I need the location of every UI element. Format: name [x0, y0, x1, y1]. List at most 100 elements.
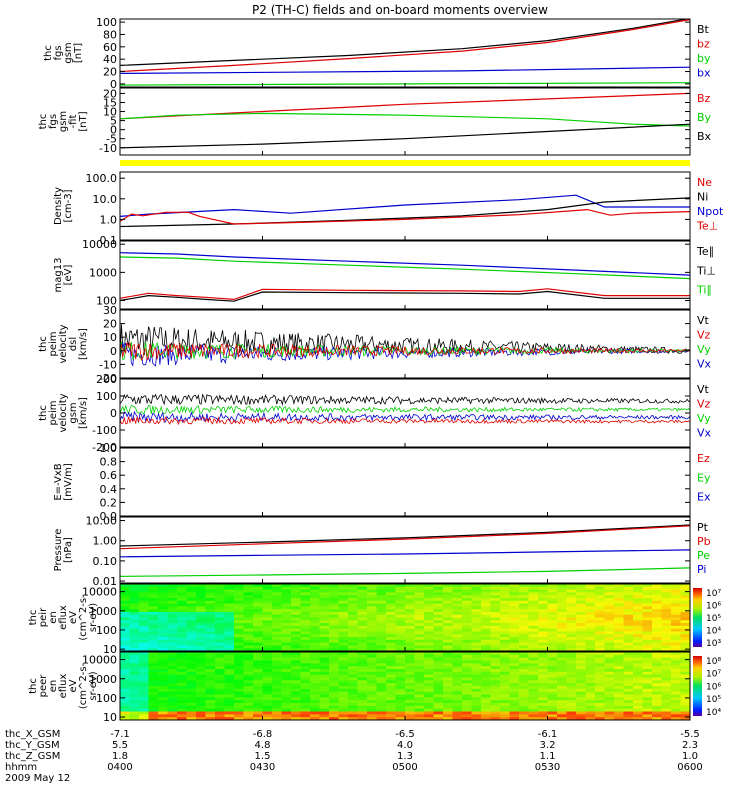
- heat-cell: [367, 714, 378, 718]
- heat-cell: [357, 584, 368, 588]
- heat-cell: [433, 683, 444, 687]
- heat-cell: [129, 683, 140, 687]
- y-tick-label: 0: [110, 345, 117, 358]
- heat-cell: [519, 717, 530, 720]
- heat-cell: [167, 625, 178, 630]
- heat-cell: [329, 639, 340, 644]
- heat-cell: [376, 700, 387, 704]
- heat-cell: [338, 666, 349, 670]
- heat-cell: [329, 628, 340, 633]
- heat-cell: [452, 705, 463, 710]
- heat-cell: [557, 652, 568, 656]
- heat-cell: [158, 631, 169, 635]
- heat-cell: [319, 683, 330, 687]
- heat-cell: [196, 584, 207, 588]
- heat-cell: [272, 663, 283, 667]
- heat-cell: [433, 686, 444, 690]
- heat-cell: [585, 700, 596, 704]
- heat-cell: [253, 603, 264, 607]
- heat-cell: [329, 611, 340, 616]
- heat-cell: [310, 666, 321, 670]
- heat-cell: [443, 609, 454, 613]
- heat-cell: [281, 652, 292, 656]
- heat-cell: [500, 705, 511, 710]
- series-Pt: [120, 524, 690, 547]
- heat-cell: [148, 703, 159, 707]
- heat-cell: [205, 680, 216, 684]
- heat-cell: [357, 694, 368, 698]
- heat-cell: [120, 597, 131, 602]
- heat-cell: [680, 683, 690, 687]
- heat-cell: [376, 677, 387, 681]
- heat-cell: [585, 589, 596, 593]
- heat-cell: [566, 620, 577, 624]
- heat-cell: [367, 631, 378, 635]
- heat-cell: [576, 711, 587, 715]
- heat-cell: [405, 717, 416, 720]
- heat-cell: [471, 674, 482, 679]
- heat-cell: [462, 637, 473, 641]
- heat-cell: [557, 586, 568, 591]
- heat-cell: [243, 708, 254, 713]
- heat-cell: [633, 637, 644, 641]
- x-tick-label: 1.0: [682, 751, 698, 762]
- heat-cell: [604, 680, 615, 684]
- heat-cell: [262, 657, 273, 662]
- heat-cell: [300, 631, 311, 635]
- heat-cell: [585, 642, 596, 647]
- heat-cell: [120, 686, 131, 690]
- heat-cell: [528, 683, 539, 687]
- heat-cell: [186, 631, 197, 635]
- heat-cell: [386, 623, 397, 627]
- heat-cell: [186, 714, 197, 718]
- heat-cell: [186, 717, 197, 720]
- heat-cell: [557, 711, 568, 715]
- heat-cell: [490, 639, 501, 644]
- heat-cell: [680, 592, 690, 596]
- heat-cell: [576, 708, 587, 713]
- heat-cell: [452, 611, 463, 616]
- heat-cell: [528, 611, 539, 616]
- y-axis-label: peer: [38, 674, 49, 698]
- heat-cell: [633, 623, 644, 627]
- heat-cell: [519, 600, 530, 605]
- heat-cell: [215, 671, 226, 676]
- heat-cell: [395, 631, 406, 635]
- heat-cell: [528, 686, 539, 690]
- heat-cell: [129, 634, 140, 638]
- heat-cell: [443, 694, 454, 698]
- y-axis-label: fgs: [53, 45, 64, 60]
- heat-cell: [595, 674, 606, 679]
- heat-cell: [566, 595, 577, 599]
- heat-cell: [386, 694, 397, 698]
- heat-cell: [234, 674, 245, 679]
- y-axis-label: [nT]: [78, 111, 89, 131]
- heat-cell: [186, 634, 197, 638]
- heat-cell: [348, 671, 359, 676]
- heat-cell: [215, 642, 226, 647]
- heat-cell: [310, 700, 321, 704]
- heat-cell: [509, 669, 520, 673]
- heat-cell: [348, 631, 359, 635]
- heat-cell: [291, 642, 302, 647]
- heat-cell: [623, 592, 634, 596]
- heat-cell: [519, 666, 530, 670]
- heat-cell: [604, 700, 615, 704]
- heat-cell: [148, 631, 159, 635]
- heat-cell: [300, 688, 311, 693]
- heat-cell: [186, 708, 197, 713]
- heat-cell: [253, 634, 264, 638]
- heat-cell: [338, 705, 349, 710]
- heat-cell: [186, 625, 197, 630]
- heat-cell: [158, 683, 169, 687]
- heat-cell: [452, 688, 463, 693]
- heat-cell: [576, 671, 587, 676]
- heat-cell: [319, 674, 330, 679]
- heat-cell: [671, 691, 682, 696]
- heat-cell: [386, 700, 397, 704]
- heat-cell: [158, 703, 169, 707]
- heat-cell: [386, 677, 397, 681]
- heat-cell: [642, 592, 653, 596]
- heat-cell: [272, 584, 283, 588]
- heat-cell: [395, 623, 406, 627]
